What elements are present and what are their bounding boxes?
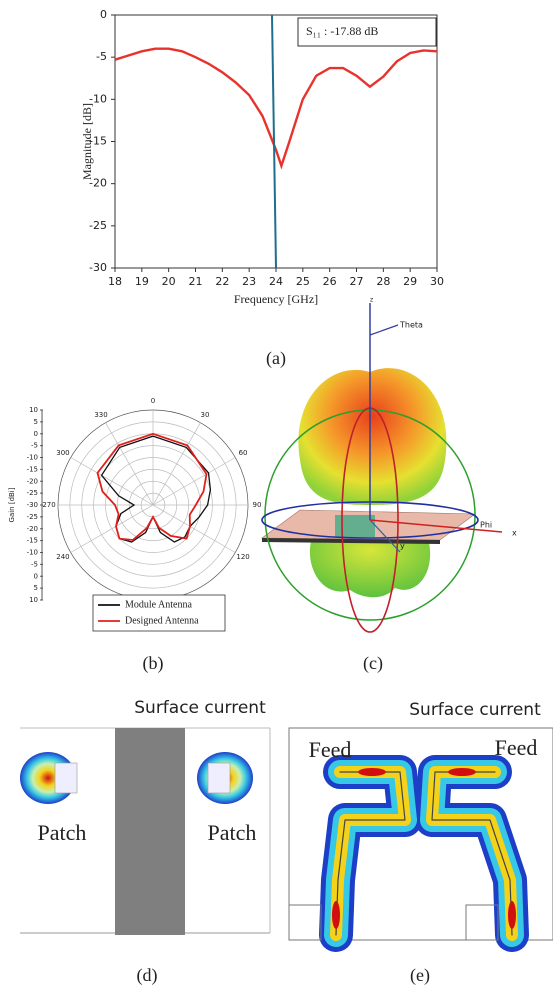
axis-name: z (370, 297, 373, 304)
x-tick-label: 24 (269, 275, 283, 288)
spoke (153, 505, 235, 553)
angle-tick-label: 60 (239, 449, 248, 457)
r-tick-label: 10 (29, 596, 38, 604)
r-tick-label: -20 (27, 477, 38, 485)
spoke (71, 505, 153, 553)
spoke (106, 423, 154, 505)
panel-label: (d) (137, 965, 158, 986)
axis-name: Phi (480, 521, 492, 530)
panel-label: (e) (410, 965, 430, 986)
panel-title: Surface current (134, 698, 266, 718)
polar-line (102, 436, 211, 542)
r-tick-label: -5 (31, 442, 38, 450)
angle-tick-label: 30 (201, 411, 210, 419)
radiation-pattern-3d (262, 303, 502, 632)
panel-label: (a) (266, 348, 286, 369)
legend-label: Designed Antenna (125, 615, 199, 626)
r-tick-label: 5 (34, 418, 38, 426)
x-tick-label: 21 (189, 275, 203, 288)
r-axis-label: Gain [dBi] (8, 487, 16, 522)
x-tick-label: 19 (135, 275, 149, 288)
x-tick-label: 18 (108, 275, 122, 288)
r-tick-label: -15 (27, 465, 38, 473)
legend-label: Module Antenna (125, 599, 192, 610)
x-tick-label: 29 (403, 275, 417, 288)
axis-name: x (512, 529, 517, 538)
r-tick-label: -10 (27, 454, 38, 462)
x-tick-label: 23 (242, 275, 256, 288)
angle-tick-label: 240 (56, 553, 69, 561)
spoke (153, 458, 235, 506)
r-tick-label: -10 (27, 549, 38, 557)
angle-tick-label: 90 (253, 501, 262, 509)
angle-tick-label: 0 (151, 397, 155, 405)
angle-tick-label: 120 (236, 553, 249, 561)
patch-label: Patch (208, 820, 257, 845)
angle-tick-label: 270 (42, 501, 55, 509)
y-tick-label: -25 (89, 219, 107, 232)
axis-name: y (400, 542, 405, 551)
x-tick-label: 20 (162, 275, 176, 288)
spoke (71, 458, 153, 506)
x-tick-label: 22 (215, 275, 229, 288)
r-tick-label: 10 (29, 406, 38, 414)
feed-label: Feed (495, 735, 538, 760)
spoke (153, 423, 201, 505)
r-tick-label: -15 (27, 537, 38, 545)
r-tick-label: -20 (27, 525, 38, 533)
y-tick-label: 0 (100, 8, 107, 21)
y-tick-label: -5 (96, 50, 107, 63)
r-tick-label: -25 (27, 513, 38, 521)
x-tick-label: 28 (376, 275, 390, 288)
figure: 181920212223242526272829300-5-10-15-20-2… (0, 0, 553, 993)
r-tick-label: -30 (27, 501, 38, 509)
r-tick-label: 0 (34, 572, 38, 580)
r-tick-label: 5 (34, 584, 38, 592)
r-tick-label: -5 (31, 560, 38, 568)
line (115, 49, 437, 166)
panel-label: (c) (363, 653, 383, 674)
polar-line (98, 434, 207, 540)
patch-label: Patch (38, 820, 87, 845)
x-tick-label: 26 (323, 275, 337, 288)
x-tick-label: 27 (350, 275, 364, 288)
x-tick-label: 25 (296, 275, 310, 288)
x-tick-label: 30 (430, 275, 444, 288)
annotation: S₁₁ : -17.88 dB (306, 24, 378, 38)
r-tick-label: 0 (34, 430, 38, 438)
panel-label: (b) (143, 653, 164, 674)
y-tick-label: -30 (89, 261, 107, 274)
r-tick-label: -25 (27, 489, 38, 497)
panel-title: Surface current (409, 700, 541, 720)
feed-label: Feed (309, 737, 352, 762)
angle-tick-label: 330 (94, 411, 107, 419)
y-axis-label: Magnitude [dB] (80, 103, 94, 180)
angle-tick-label: 300 (56, 449, 69, 457)
axis-name: Theta (399, 321, 423, 330)
x-axis-label: Frequency [GHz] (234, 292, 318, 306)
